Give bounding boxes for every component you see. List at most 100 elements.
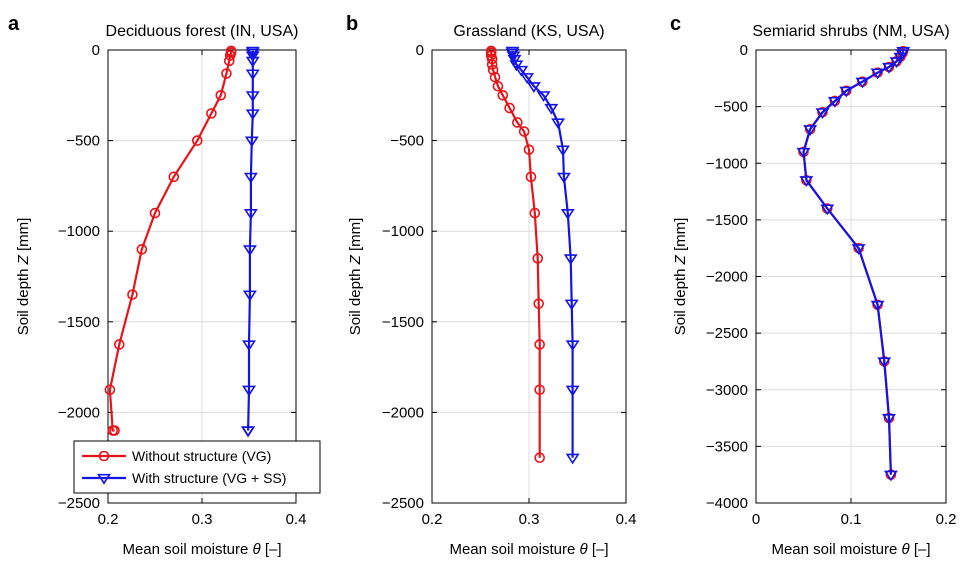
data-point-triangle (507, 54, 522, 66)
y-tick-label: −500 (714, 99, 748, 116)
y-axis-label: Soil depth Z [mm] (347, 218, 364, 336)
panel-title: Grassland (KS, USA) (453, 23, 604, 40)
data-point-triangle (565, 340, 580, 352)
legend-entry: Without structure (VG) (132, 448, 271, 464)
y-axis-label: Soil depth Z [mm] (672, 218, 689, 336)
y-tick-label: −1500 (58, 314, 100, 331)
data-point-triangle (882, 62, 896, 74)
data-point-triangle (245, 48, 260, 60)
data-point-triangle (889, 57, 904, 69)
legend-marker-triangle (97, 473, 111, 485)
data-point-triangle (565, 453, 580, 465)
y-tick-label: −500 (390, 133, 424, 150)
data-point-triangle (241, 426, 256, 438)
data-point-circle (492, 80, 504, 92)
data-point-triangle (520, 73, 535, 84)
data-point-triangle (245, 56, 260, 68)
data-point-circle (486, 53, 498, 65)
data-point-triangle (839, 86, 854, 98)
data-point-triangle (870, 300, 885, 312)
panel-letter: b (346, 13, 358, 35)
data-point-circle (486, 59, 498, 70)
data-point-circle (532, 253, 544, 264)
series-line-with-structure (802, 50, 905, 475)
data-point-triangle (877, 357, 892, 369)
data-point-circle (104, 384, 116, 396)
x-tick-label: 0.4 (616, 511, 637, 528)
data-point-circle (497, 90, 509, 101)
y-tick-label: −2500 (706, 325, 748, 342)
data-point-circle (529, 207, 541, 219)
data-point-triangle (563, 254, 578, 266)
panel-title: Semiarid shrubs (NM, USA) (752, 23, 949, 40)
panel-letter: a (8, 13, 20, 35)
legend-entry: With structure (VG + SS) (132, 470, 286, 486)
data-point-triangle (242, 290, 257, 302)
data-point-circle (136, 244, 148, 255)
data-point-circle (127, 289, 138, 300)
data-point-circle (525, 171, 537, 183)
panel-b: 0.2 0.3 0.4 −2500 −2000 −1500 −1000 −500 0 Grassl… (346, 13, 636, 558)
panel-c: 0 0.1 0.2 −4000 −3500 −3000 −2500 −2000 −1500 −10… (670, 13, 956, 558)
data-point-circle (489, 71, 501, 83)
data-point-triangle (870, 68, 885, 80)
data-point-triangle (245, 51, 260, 63)
data-point-circle (206, 108, 217, 119)
y-tick-label: −2500 (382, 495, 424, 512)
x-tick-label: 0.2 (936, 511, 957, 528)
data-point-triangle (796, 147, 811, 159)
data-point-circle (149, 207, 161, 219)
data-point-triangle (514, 65, 529, 77)
legend-box (73, 440, 321, 494)
data-point-triangle (242, 340, 256, 352)
y-tick-label: −1000 (382, 223, 424, 240)
x-tick-label: 0.2 (98, 511, 119, 528)
data-point-triangle (245, 69, 260, 81)
data-point-circle (192, 135, 203, 146)
y-tick-label: −1000 (58, 223, 100, 240)
data-point-triangle (827, 96, 842, 108)
data-point-circle (113, 339, 125, 350)
y-tick-label: −2000 (706, 269, 748, 286)
data-point-circle (224, 50, 236, 61)
x-tick-label: 0.3 (192, 511, 213, 528)
data-point-circle (168, 171, 180, 183)
data-point-triangle (245, 91, 260, 103)
y-axis-label: Soil depth Z [mm] (15, 218, 32, 336)
data-point-circle (223, 55, 235, 67)
y-tick-label: −3000 (706, 382, 748, 399)
data-point-triangle (882, 413, 896, 425)
data-point-circle (221, 68, 232, 79)
data-point-triangle (243, 208, 258, 220)
series-line-without-structure (108, 50, 233, 432)
x-tick-label: 0.1 (841, 511, 862, 528)
data-point-triangle (242, 245, 257, 257)
y-tick-label: 0 (92, 42, 100, 59)
data-point-triangle (526, 82, 541, 93)
data-point-triangle (509, 60, 524, 72)
panel-letter: c (670, 13, 681, 35)
data-point-triangle (544, 103, 559, 115)
x-axis-label: Mean soil moisture θ [–] (449, 541, 608, 558)
data-point-circle (487, 64, 499, 76)
data-point-triangle (245, 109, 260, 121)
y-tick-label: −2500 (58, 495, 100, 512)
y-tick-label: −2000 (382, 404, 424, 421)
data-point-circle (534, 339, 545, 350)
data-point-circle (523, 144, 535, 155)
data-point-triangle (803, 125, 818, 136)
data-point-triangle (556, 172, 571, 184)
y-tick-label: −4000 (706, 495, 748, 512)
legend: Without structure (VG) With structure (VG… (73, 440, 321, 494)
data-point-triangle (565, 385, 580, 397)
data-point-triangle (820, 204, 835, 216)
y-tick-label: 0 (740, 42, 748, 59)
data-point-circle (518, 126, 530, 137)
data-point-triangle (536, 91, 551, 103)
data-point-circle (504, 102, 515, 114)
y-tick-label: −500 (66, 133, 100, 150)
data-point-triangle (883, 470, 898, 482)
y-tick-label: 0 (416, 42, 424, 59)
data-point-triangle (851, 244, 866, 255)
